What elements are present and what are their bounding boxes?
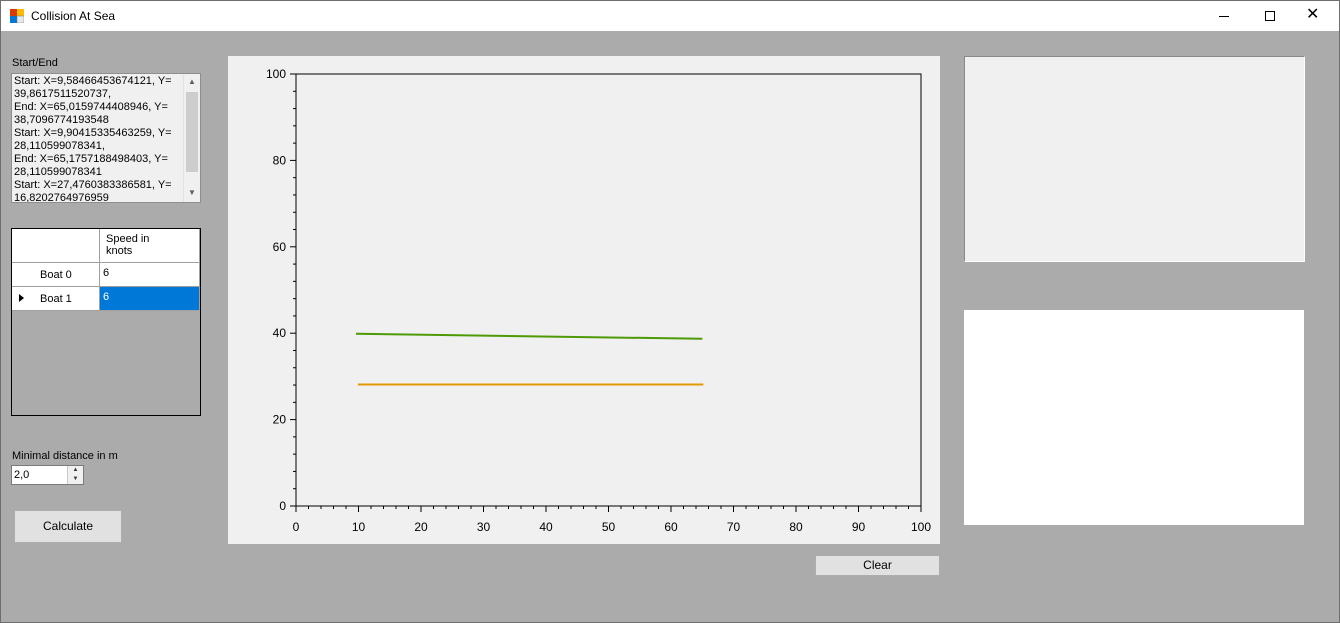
spin-up-icon[interactable]: ▲ bbox=[72, 467, 79, 473]
start-end-text: Start: X=9,58466453674121, Y= 39,8617511… bbox=[14, 75, 172, 203]
speed-cell-selected[interactable]: 6 bbox=[100, 287, 200, 311]
speed-cell[interactable]: 6 bbox=[100, 263, 200, 287]
grid-header-row: Speed in knots bbox=[12, 229, 200, 263]
grid-row-header[interactable]: Boat 1 bbox=[12, 287, 100, 311]
grid-corner-cell bbox=[12, 229, 100, 263]
min-distance-input[interactable]: 2,0 ▲ ▼ bbox=[11, 465, 84, 485]
boat-speed-grid[interactable]: Speed in knots Boat 0 6 Boat 1 6 bbox=[11, 228, 201, 416]
trajectory-chart[interactable]: 0 10 20 30 40 50 60 70 80 90 100 0 20 40 60 80 100 bbox=[228, 56, 940, 544]
y-tick-label: 60 bbox=[273, 240, 287, 254]
x-tick-label: 50 bbox=[602, 520, 616, 534]
table-row[interactable]: Boat 1 6 bbox=[12, 287, 200, 311]
y-tick-label: 20 bbox=[273, 413, 287, 427]
window-title: Collision At Sea bbox=[31, 9, 116, 23]
x-tick-label: 90 bbox=[852, 520, 866, 534]
start-end-textbox[interactable]: Start: X=9,58466453674121, Y= 39,8617511… bbox=[11, 73, 201, 203]
x-tick-label: 80 bbox=[789, 520, 803, 534]
x-tick-label: 60 bbox=[664, 520, 678, 534]
x-tick-label: 30 bbox=[477, 520, 491, 534]
x-tick-label: 40 bbox=[539, 520, 553, 534]
y-tick-label: 40 bbox=[273, 326, 287, 340]
series-line-0 bbox=[355, 332, 703, 340]
x-tick-label: 0 bbox=[293, 520, 300, 534]
x-tick-label: 10 bbox=[352, 520, 366, 534]
maximize-icon bbox=[1265, 11, 1275, 21]
x-tick-label: 20 bbox=[414, 520, 428, 534]
x-tick-label: 100 bbox=[911, 520, 931, 534]
min-distance-spinner[interactable]: ▲ ▼ bbox=[67, 466, 83, 484]
spin-down-icon[interactable]: ▼ bbox=[72, 476, 79, 482]
scroll-thumb[interactable] bbox=[186, 92, 198, 172]
plot-area-border bbox=[295, 73, 922, 507]
chart-panel[interactable]: 0 10 20 30 40 50 60 70 80 90 100 0 20 40 60 80 100 bbox=[228, 56, 940, 544]
table-row[interactable]: Boat 0 6 bbox=[12, 263, 200, 287]
y-tick-label: 0 bbox=[279, 499, 286, 513]
close-icon: ✕ bbox=[1306, 6, 1320, 23]
close-button[interactable]: ✕ bbox=[1293, 1, 1339, 31]
bottom-right-panel bbox=[964, 310, 1304, 525]
grid-column-header-speed[interactable]: Speed in knots bbox=[100, 229, 200, 263]
x-tick-label: 70 bbox=[727, 520, 741, 534]
scroll-down-icon[interactable]: ▼ bbox=[188, 188, 196, 197]
scroll-up-icon[interactable]: ▲ bbox=[188, 77, 196, 86]
maximize-button[interactable] bbox=[1247, 1, 1293, 31]
start-end-label: Start/End bbox=[12, 57, 58, 69]
start-end-scrollbar[interactable]: ▲ ▼ bbox=[183, 74, 200, 202]
min-distance-value: 2,0 bbox=[14, 469, 30, 481]
current-row-arrow-icon bbox=[19, 294, 24, 302]
calculate-button[interactable]: Calculate bbox=[14, 510, 122, 543]
y-tick-label: 100 bbox=[266, 67, 286, 81]
minimize-icon bbox=[1219, 16, 1229, 17]
top-right-panel bbox=[964, 56, 1305, 262]
clear-button[interactable]: Clear bbox=[815, 555, 940, 576]
boat-name: Boat 1 bbox=[40, 293, 72, 305]
app-icon bbox=[10, 9, 24, 23]
minimize-button[interactable] bbox=[1201, 1, 1247, 31]
y-tick-label: 80 bbox=[273, 153, 287, 167]
min-distance-label: Minimal distance in m bbox=[12, 450, 118, 462]
boat-name: Boat 0 bbox=[40, 269, 72, 281]
title-bar: Collision At Sea ✕ bbox=[1, 1, 1339, 31]
grid-row-header[interactable]: Boat 0 bbox=[12, 263, 100, 287]
